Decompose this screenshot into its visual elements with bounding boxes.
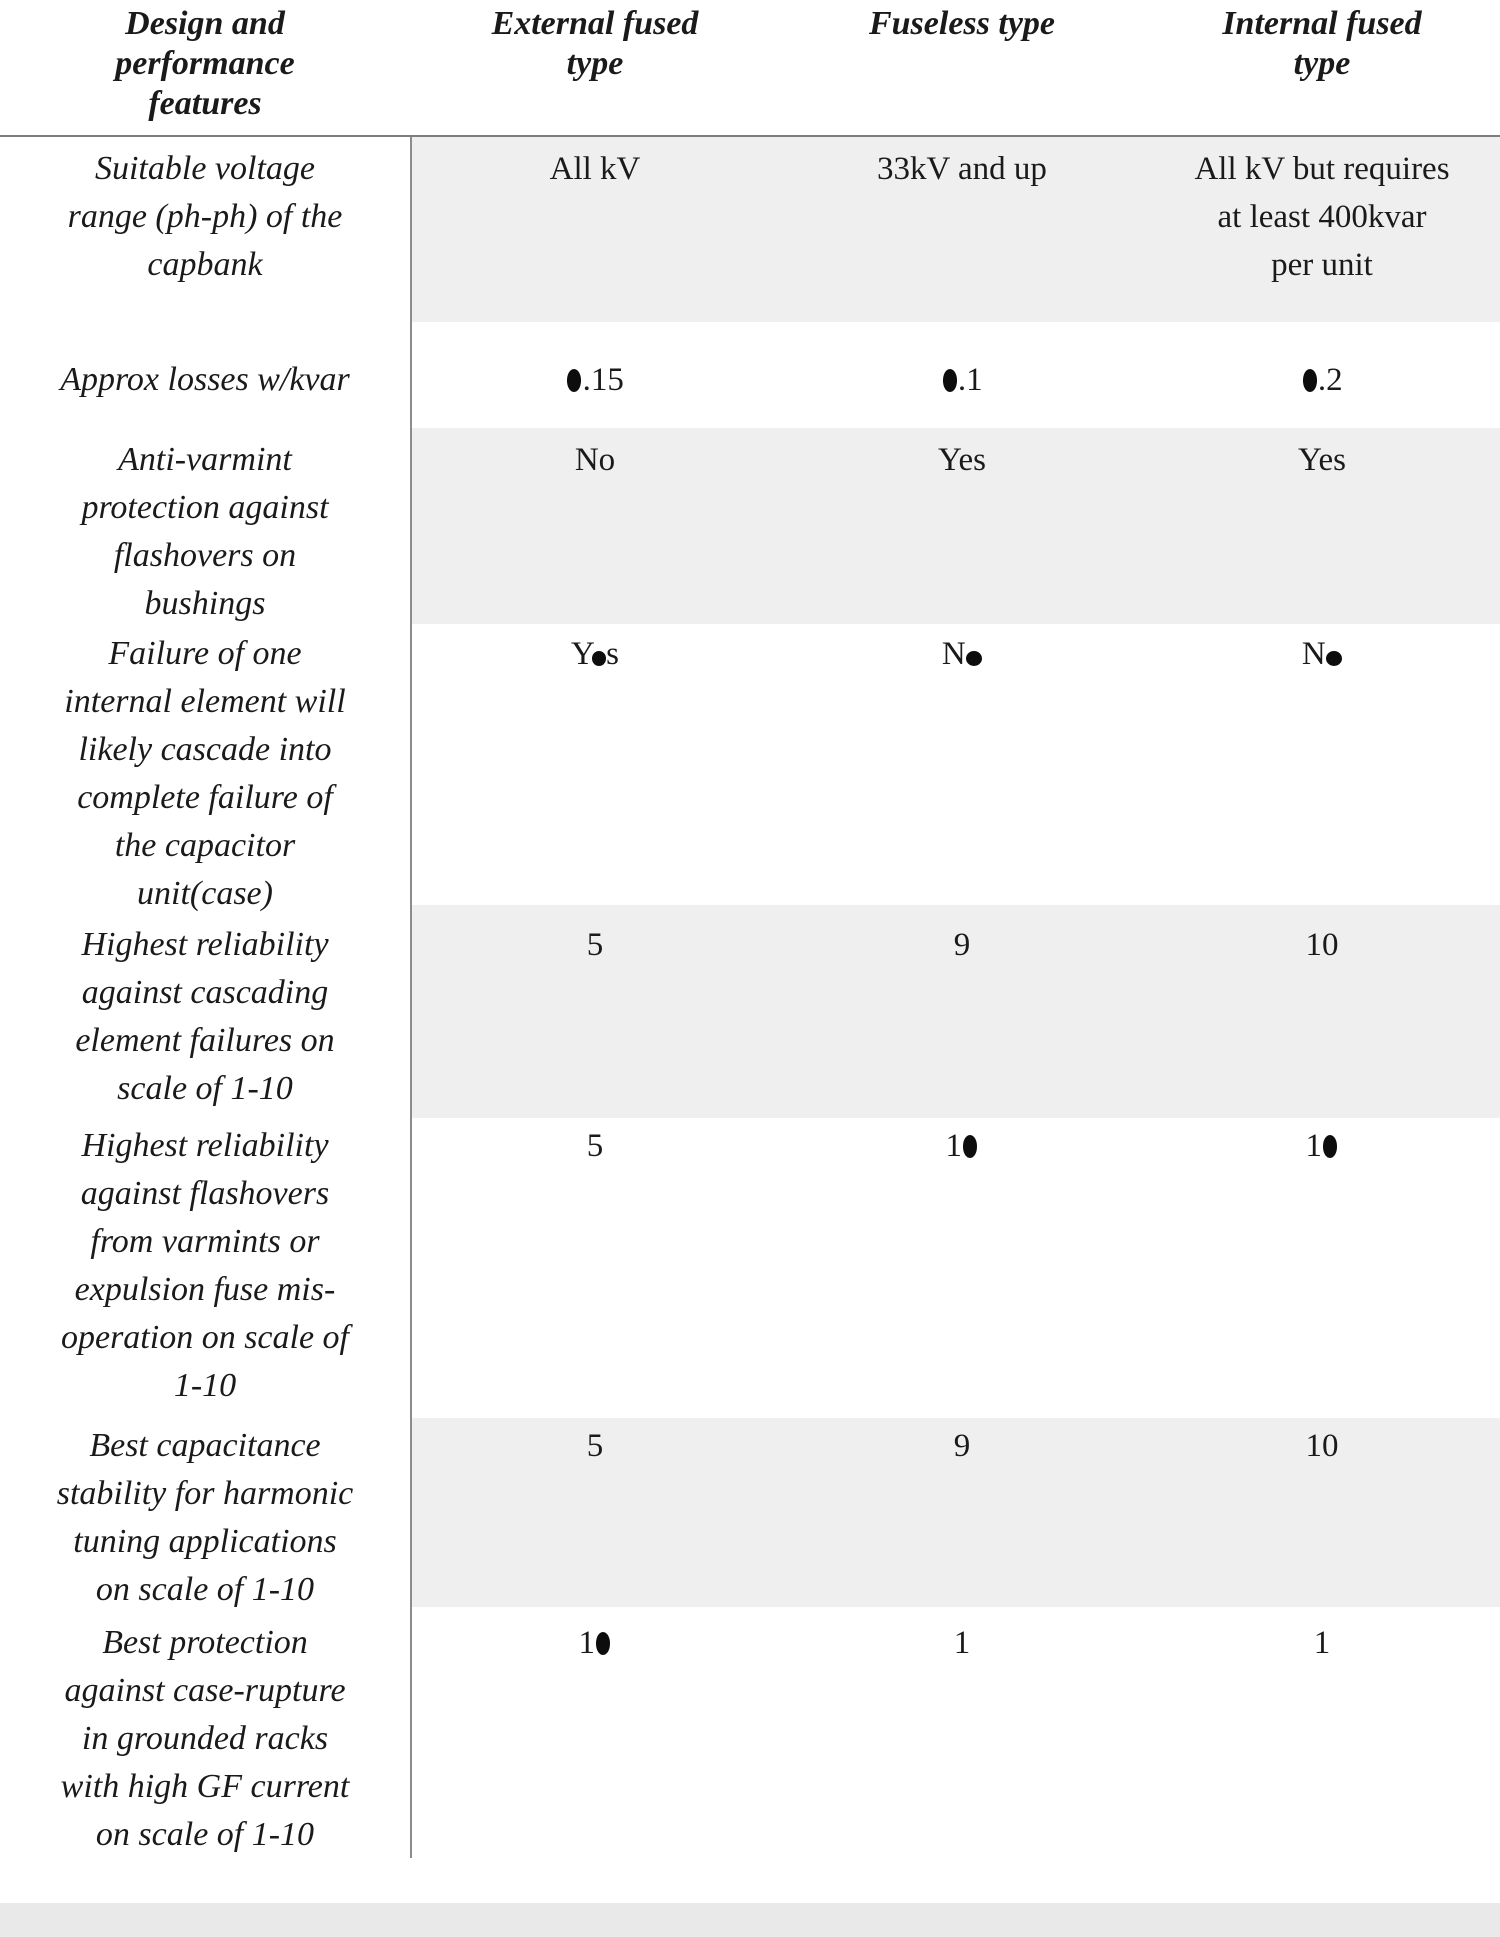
feature-label-row4: Failure of one internal element will lik… (64, 635, 346, 912)
value-cell: 5 (586, 1128, 604, 1164)
value-cell: 33kV and up (780, 135, 1144, 322)
value-cell: 9 (780, 905, 1144, 1118)
value-cell: Yes (1144, 428, 1500, 624)
feature-label-row7: Best capacitance stability for harmonic … (56, 1427, 354, 1608)
value-cell: 10 (410, 1607, 780, 1860)
column-header-external-fused: External fused type (491, 5, 699, 82)
column-header-features: Design and performance features (115, 5, 295, 122)
value-cell: 10 (780, 1118, 1144, 1418)
value-cell: 1 (1313, 1625, 1331, 1661)
feature-label-row1: Suitable voltage range (ph-ph) of the ca… (67, 150, 343, 283)
feature-label-row2: Approx losses w/kvar (60, 361, 350, 398)
column-divider (410, 137, 412, 1858)
feature-label-row6: Highest reliability against flashovers f… (60, 1127, 350, 1404)
footer-bar (0, 1903, 1500, 1937)
column-header-internal-fused: Internal fused type (1222, 5, 1422, 82)
value-cell: Yes (570, 636, 620, 672)
value-cell: 10 (1144, 1418, 1500, 1607)
column-header-fuseless: Fuseless type (868, 5, 1056, 42)
value-cell: No (780, 624, 1144, 905)
value-cell: Yes (780, 428, 1144, 624)
value-cell: 1 (953, 1625, 971, 1661)
feature-label-row8: Best protection against case-rupture in … (60, 1624, 350, 1853)
feature-label-row5: Highest reliability against cascading el… (75, 926, 335, 1107)
header-divider (0, 135, 1500, 137)
value-cell: 0.2 (1144, 322, 1500, 428)
feature-label-row3: Anti-varmint protection against flashove… (81, 441, 329, 622)
value-cell: No (1144, 624, 1500, 905)
value-cell: 9 (780, 1418, 1144, 1607)
value-cell: All kV (410, 135, 780, 322)
value-cell: No (410, 428, 780, 624)
value-cell: 0.1 (780, 322, 1144, 428)
value-cell: 10 (1144, 1118, 1500, 1418)
value-cell: All kV but requires at least 400kvar per… (1144, 135, 1500, 322)
value-cell: 0.15 (410, 322, 780, 428)
comparison-table: Design and performance features External… (0, 0, 1500, 1860)
value-cell: 10 (1144, 905, 1500, 1118)
value-cell: 5 (410, 1418, 780, 1607)
value-cell: 5 (410, 905, 780, 1118)
